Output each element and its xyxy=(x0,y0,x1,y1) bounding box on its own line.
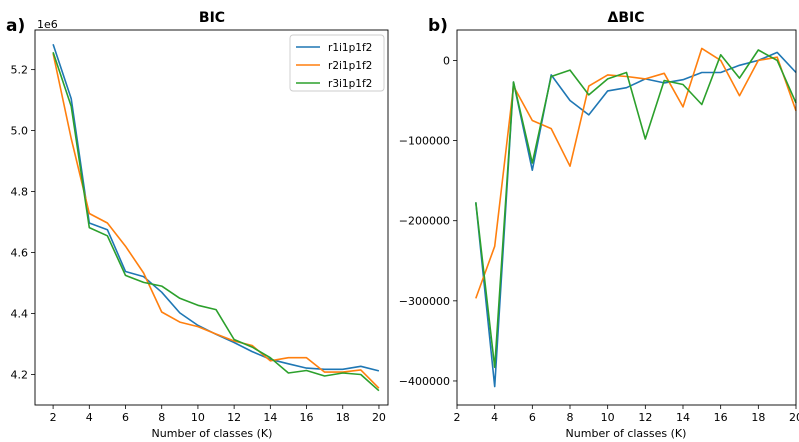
bic-axes-frame xyxy=(34,29,389,406)
delta-bic-series-line-r2i1p1f2 xyxy=(475,47,797,299)
bic-x-tick-label: 12 xyxy=(227,411,241,424)
delta-bic-x-tick-label: 20 xyxy=(789,411,799,424)
delta-bic-x-tick-label: 10 xyxy=(601,411,615,424)
bic-x-tick-label: 20 xyxy=(372,411,386,424)
bic-legend-label-r1i1p1f2: r1i1p1f2 xyxy=(328,42,372,54)
bic-x-tick-label: 14 xyxy=(263,411,277,424)
panel-b-letter: b) xyxy=(428,16,448,36)
delta-bic-x-tick-label: 6 xyxy=(529,411,536,424)
delta-bic-y-tick-label: −200000 xyxy=(399,215,450,228)
delta-bic-series-line-r3i1p1f2 xyxy=(475,49,797,369)
bic-series-line-r1i1p1f2 xyxy=(52,44,380,372)
bic-y-tick-label: 4.6 xyxy=(11,247,29,260)
delta-bic-axes-frame xyxy=(456,29,797,406)
bic-panel: a) BIC 1e6 2 4 6 8 10 12 14 16 18 20 4.2 4.4 4.6 4.8 5… xyxy=(6,10,389,440)
bic-x-tick-label: 2 xyxy=(50,411,57,424)
bic-plot-area: 2 4 6 8 10 12 14 16 18 20 4.2 4.4 4.6 4.8 5.0 5.2 r1i1p1… xyxy=(11,29,389,424)
bic-x-tick-label: 6 xyxy=(122,411,129,424)
bic-title: BIC xyxy=(199,10,225,26)
bic-y-tick-label: 4.4 xyxy=(11,308,29,321)
delta-bic-x-tick-label: 14 xyxy=(676,411,690,424)
bic-legend-label-r3i1p1f2: r3i1p1f2 xyxy=(328,78,372,90)
bic-series-line-r2i1p1f2 xyxy=(52,53,380,389)
bic-legend-label-r2i1p1f2: r2i1p1f2 xyxy=(328,60,372,72)
delta-bic-y-tick-label: −400000 xyxy=(399,375,450,388)
bic-x-tick-label: 16 xyxy=(300,411,314,424)
panel-a-letter: a) xyxy=(6,16,25,36)
delta-bic-y-tick-label: −100000 xyxy=(399,135,450,148)
delta-bic-series-line-r1i1p1f2 xyxy=(475,51,797,388)
bic-y-tick-label: 4.2 xyxy=(11,369,29,382)
bic-x-tick-label: 8 xyxy=(158,411,165,424)
bic-x-axis-label: Number of classes (K) xyxy=(152,427,273,440)
delta-bic-y-tick-label: −300000 xyxy=(399,295,450,308)
delta-bic-title: ΔBIC xyxy=(608,10,645,26)
delta-bic-x-tick-label: 2 xyxy=(454,411,461,424)
bic-y-tick-label: 4.8 xyxy=(11,186,29,199)
delta-bic-x-tick-label: 16 xyxy=(714,411,728,424)
bic-legend-box xyxy=(289,34,385,92)
delta-bic-x-tick-label: 4 xyxy=(491,411,498,424)
bic-x-tick-label: 10 xyxy=(191,411,205,424)
bic-y-offset-label: 1e6 xyxy=(37,18,58,31)
delta-bic-x-tick-label: 18 xyxy=(751,411,765,424)
bic-series-line-r3i1p1f2 xyxy=(52,52,380,392)
delta-bic-panel: b) ΔBIC 2 4 6 8 10 12 14 16 18 20 0 −100000 −200000 −… xyxy=(399,10,799,440)
bic-x-tick-label: 4 xyxy=(86,411,93,424)
delta-bic-x-tick-label: 12 xyxy=(638,411,652,424)
delta-bic-plot-area: 2 4 6 8 10 12 14 16 18 20 0 −100000 −200000 −300000 −4… xyxy=(399,29,799,424)
delta-bic-x-tick-label: 8 xyxy=(567,411,574,424)
delta-bic-y-tick-label: 0 xyxy=(443,54,450,67)
delta-bic-x-axis-label: Number of classes (K) xyxy=(566,427,687,440)
bic-y-tick-label: 5.0 xyxy=(11,125,29,138)
bic-x-tick-label: 18 xyxy=(336,411,350,424)
bic-legend: r1i1p1f2 r2i1p1f2 r3i1p1f2 xyxy=(289,34,385,92)
bic-y-tick-label: 5.2 xyxy=(11,64,29,77)
